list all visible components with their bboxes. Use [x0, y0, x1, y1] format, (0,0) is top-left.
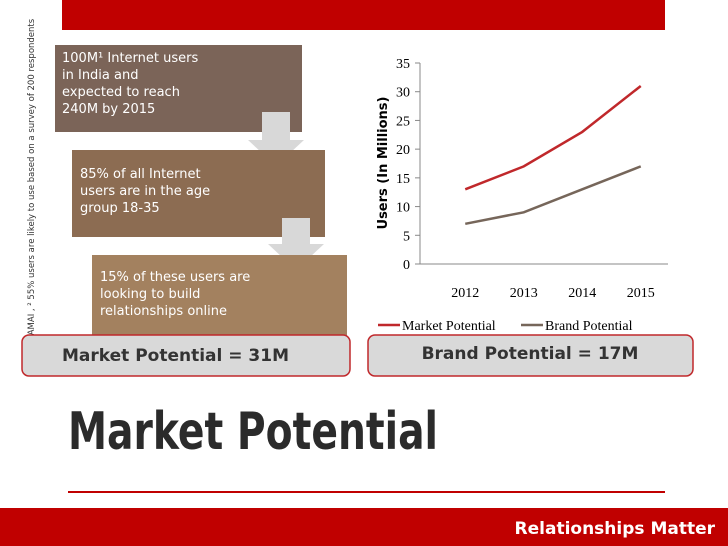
x-tick-label: 2012 — [451, 286, 479, 301]
slide-title: Market Potential — [68, 402, 438, 462]
summary-box — [21, 334, 351, 377]
step-text: 85% of all Internet users are in the age g… — [80, 167, 210, 216]
step-box — [55, 45, 302, 132]
step-box — [92, 255, 347, 342]
y-tick-label: 0 — [403, 258, 410, 273]
y-tick-label: 10 — [396, 201, 410, 216]
summary-box — [367, 334, 694, 377]
y-tick-label: 30 — [396, 86, 410, 101]
legend-label: Market Potential — [402, 319, 496, 334]
y-tick-label: 15 — [396, 172, 410, 187]
y-tick-label: 20 — [396, 143, 410, 158]
step-text: 15% of these users are looking to build re… — [100, 270, 250, 319]
y-tick-label: 25 — [396, 114, 410, 129]
y-tick-label: 35 — [396, 57, 410, 72]
series-line — [465, 165, 642, 226]
chart: Users (In Millions) 0 5 10 15 20 25 30 35 2012 20… — [376, 57, 668, 334]
summary-text: Brand Potential = 17M — [422, 344, 639, 364]
x-tick-label: 2013 — [510, 286, 538, 301]
footer-text: Relationships Matter — [515, 519, 716, 539]
footnote: ¹IAMAI , ² 55% users are likely to use b… — [27, 18, 37, 341]
x-tick-label: 2014 — [568, 286, 596, 301]
x-tick-label: 2015 — [627, 286, 655, 301]
summary-text: Market Potential = 31M — [62, 346, 289, 366]
footer-bar — [0, 508, 728, 546]
step-text: 100M¹ Internet users in India and expected… — [62, 51, 198, 117]
y-tick-label: 5 — [403, 229, 410, 244]
y-axis-label: Users (In Millions) — [376, 97, 391, 230]
series-line — [464, 84, 642, 191]
legend-label: Brand Potential — [545, 319, 633, 334]
top-bar — [62, 0, 665, 30]
